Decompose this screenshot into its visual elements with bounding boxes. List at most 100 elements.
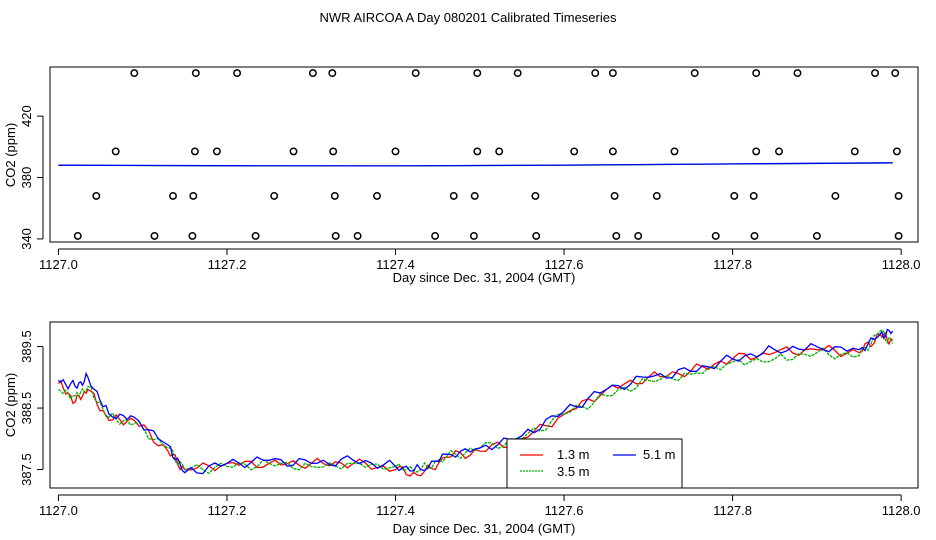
data-point [190, 147, 199, 156]
data-point [189, 191, 198, 200]
data-point [711, 231, 720, 240]
x-tick-label: 1127.0 [39, 257, 78, 272]
data-point [373, 191, 381, 200]
data-point [270, 191, 279, 200]
data-point [752, 69, 761, 78]
data-point [608, 69, 617, 78]
data-point [473, 147, 482, 156]
x-tick-label: 1127.8 [713, 503, 752, 518]
data-point [251, 231, 260, 240]
panel-1-y-label: CO2 (ppm) [3, 123, 18, 187]
data-point [850, 147, 859, 156]
data-point [169, 191, 177, 200]
panel-1-plot-frame [49, 66, 919, 243]
data-point [891, 69, 900, 78]
data-point [411, 69, 420, 78]
panel-1-y-axis: 340 380 420 [19, 105, 44, 250]
x-tick-label: 1127.6 [545, 503, 584, 518]
panel-2-x-axis: 1127.0 1127.2 1127.4 1127.6 1127.8 1128.0 [39, 494, 921, 518]
data-point [831, 191, 840, 200]
data-point [289, 147, 298, 156]
data-point [130, 69, 139, 78]
data-point [531, 191, 540, 200]
x-tick-label: 1127.4 [376, 257, 415, 272]
y-tick-label: 380 [19, 167, 34, 189]
series-line-1-3-m [57, 332, 894, 477]
data-point [308, 69, 317, 78]
data-point [513, 69, 522, 78]
legend-label-1-3m: 1.3 m [557, 447, 590, 462]
y-tick-label: 389.5 [19, 330, 34, 363]
data-point [328, 69, 337, 78]
data-point [894, 191, 903, 200]
data-point [570, 147, 579, 156]
data-point [750, 231, 759, 240]
data-point [730, 191, 739, 200]
data-point [775, 147, 783, 156]
panel-2-plot-frame [49, 321, 919, 489]
panel-1: 1127.0 1127.2 1127.4 1127.6 1127.8 1128.0 340… [3, 66, 921, 285]
data-point [591, 69, 600, 78]
panel-2-y-label: CO2 (ppm) [3, 373, 18, 437]
x-tick-label: 1127.4 [376, 503, 415, 518]
legend-label-3-5m: 3.5 m [557, 464, 590, 479]
data-point [532, 231, 541, 240]
y-tick-label: 388.5 [19, 392, 34, 425]
legend-box [506, 438, 683, 489]
data-point [92, 191, 101, 200]
data-point [212, 147, 221, 156]
x-tick-label: 1128.0 [882, 503, 921, 518]
data-point [793, 69, 802, 78]
data-point [330, 191, 339, 200]
data-point [690, 69, 699, 78]
data-point [610, 191, 619, 200]
y-tick-label: 420 [19, 105, 34, 127]
data-point [73, 231, 82, 240]
y-tick-label: 387.5 [19, 453, 34, 486]
panel-2: 1127.0 1127.2 1127.4 1127.6 1127.8 1128.0 387… [3, 321, 921, 536]
data-point [469, 231, 478, 240]
panel-1-x-axis: 1127.0 1127.2 1127.4 1127.6 1127.8 1128.0 [39, 248, 921, 272]
data-point [449, 191, 458, 200]
data-point [749, 191, 758, 200]
panel-2-series [57, 328, 894, 477]
x-tick-label: 1127.0 [39, 503, 78, 518]
x-tick-label: 1128.0 [882, 257, 921, 272]
data-point [329, 147, 338, 156]
data-point [812, 231, 821, 240]
panel-2-legend: 1.3 m 5.1 m 3.5 m [506, 438, 683, 489]
data-point [470, 191, 479, 200]
data-point [331, 231, 340, 240]
x-tick-label: 1127.2 [208, 257, 247, 272]
panel-2-x-label: Day since Dec. 31, 2004 (GMT) [393, 521, 576, 536]
data-point [670, 147, 679, 156]
series-line-5-1-m [58, 328, 894, 475]
data-point [634, 231, 643, 240]
data-point [608, 147, 617, 156]
data-point [150, 231, 159, 240]
panel-1-x-label: Day since Dec. 31, 2004 (GMT) [393, 270, 576, 285]
x-tick-label: 1127.2 [208, 503, 247, 518]
panel-2-y-axis: 387.5 388.5 389.5 [19, 330, 44, 486]
data-point [191, 69, 200, 78]
panel-1-points [73, 69, 903, 240]
data-point [612, 231, 621, 240]
data-point [353, 231, 362, 240]
series-line-3-5-m [58, 329, 894, 475]
data-point [871, 69, 879, 78]
data-point [233, 69, 242, 78]
data-point [431, 231, 440, 240]
data-point [473, 69, 482, 78]
x-tick-label: 1127.8 [713, 257, 752, 272]
panel-1-series [58, 162, 893, 167]
data-point [894, 231, 903, 240]
data-point [111, 147, 120, 156]
y-tick-label: 340 [19, 228, 34, 250]
figure-title: NWR AIRCOA A Day 080201 Calibrated Times… [320, 10, 617, 25]
legend-label-5-1m: 5.1 m [643, 447, 676, 462]
x-tick-label: 1127.6 [545, 257, 584, 272]
data-point [752, 147, 761, 156]
data-point [892, 147, 901, 156]
data-point [495, 147, 504, 156]
